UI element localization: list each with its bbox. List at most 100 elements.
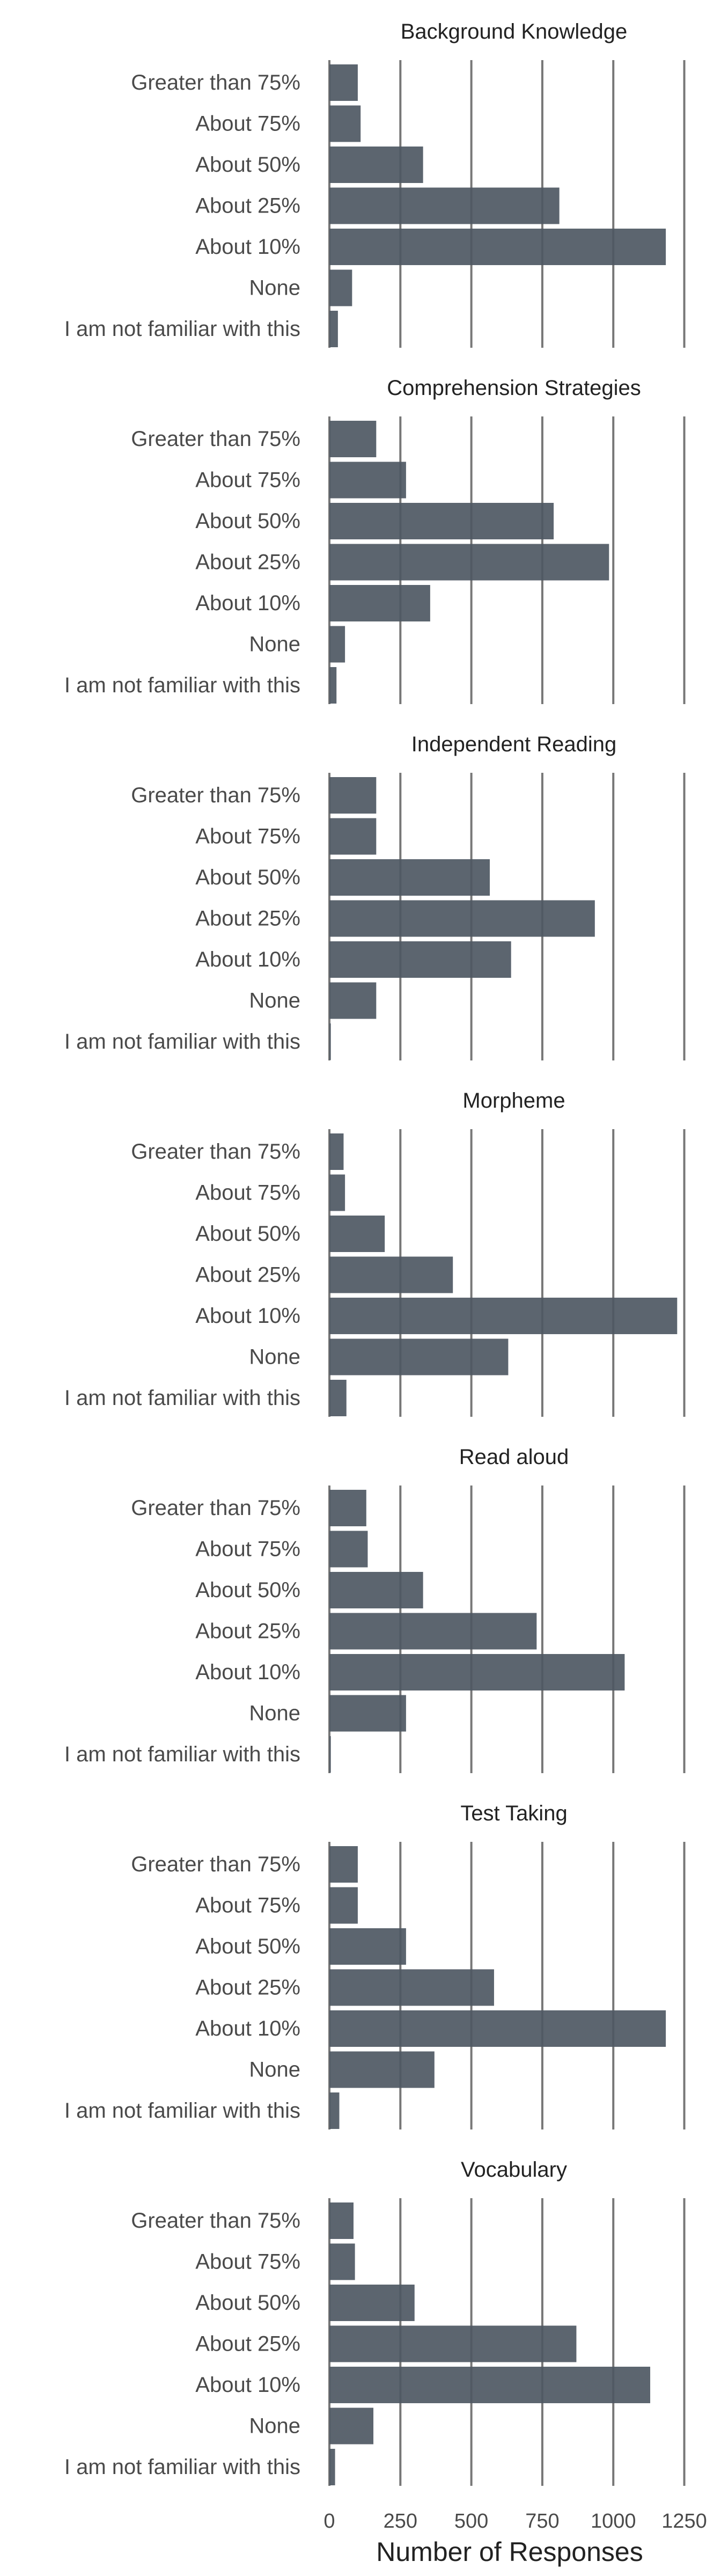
- panel: Comprehension Strategies Greater than 75%…: [64, 376, 686, 704]
- bar: [329, 626, 345, 663]
- bar: [329, 818, 377, 855]
- category-label: About 25%: [195, 2332, 300, 2356]
- category-label: About 10%: [195, 235, 300, 259]
- category-label: About 10%: [195, 591, 300, 615]
- bar: [329, 2243, 355, 2280]
- bar: [329, 2285, 415, 2321]
- bar: [329, 229, 666, 265]
- bar: [329, 2010, 666, 2047]
- bar: [329, 1490, 366, 1526]
- category-label: None: [249, 2058, 300, 2082]
- x-tick-label: 250: [384, 2510, 417, 2533]
- x-tick-label: 1000: [591, 2510, 636, 2533]
- category-label: About 50%: [195, 509, 300, 533]
- bar: [329, 544, 609, 581]
- bar: [329, 1928, 406, 1965]
- panel: Independent Reading Greater than 75% About…: [64, 733, 686, 1060]
- category-label: About 25%: [195, 907, 300, 931]
- bar: [329, 105, 361, 142]
- category-label: About 75%: [195, 469, 300, 492]
- category-label: About 10%: [195, 948, 300, 971]
- category-label: About 10%: [195, 1660, 300, 1684]
- category-label: Greater than 75%: [131, 1140, 300, 1163]
- category-label: None: [249, 989, 300, 1013]
- category-label: None: [249, 1702, 300, 1725]
- bar: [329, 1023, 331, 1060]
- category-label: I am not familiar with this: [64, 1386, 300, 1410]
- bar: [329, 1736, 331, 1773]
- bar: [329, 2092, 340, 2129]
- bar: [329, 1613, 537, 1650]
- panel-title: Morpheme: [462, 1089, 565, 1113]
- category-label: None: [249, 1345, 300, 1369]
- bar: [329, 2202, 354, 2239]
- category-label: Greater than 75%: [131, 1496, 300, 1520]
- bar: [329, 982, 377, 1019]
- category-label: About 10%: [195, 2017, 300, 2040]
- bar: [329, 64, 358, 101]
- category-label: About 50%: [195, 1578, 300, 1602]
- bar: [329, 859, 490, 896]
- category-label: Greater than 75%: [131, 1853, 300, 1876]
- bar: [329, 1887, 358, 1924]
- category-label: About 25%: [195, 1620, 300, 1643]
- category-label: I am not familiar with this: [64, 1030, 300, 1053]
- category-label: None: [249, 2414, 300, 2438]
- category-label: About 75%: [195, 1181, 300, 1205]
- category-label: None: [249, 633, 300, 656]
- bar: [329, 1216, 385, 1252]
- bar: [329, 2407, 374, 2445]
- category-label: I am not familiar with this: [64, 317, 300, 341]
- bar: [329, 1572, 423, 1608]
- bar: [329, 1338, 509, 1375]
- bar: [329, 2367, 651, 2403]
- category-label: About 50%: [195, 1222, 300, 1246]
- bar: [329, 1256, 453, 1293]
- category-label: About 25%: [195, 194, 300, 218]
- x-tick-label: 750: [525, 2510, 559, 2533]
- bar: [329, 1695, 406, 1732]
- category-label: About 75%: [195, 1538, 300, 1561]
- category-label: I am not familiar with this: [64, 1743, 300, 1766]
- category-label: Greater than 75%: [131, 784, 300, 807]
- bar: [329, 1969, 494, 2006]
- category-label: About 50%: [195, 2291, 300, 2315]
- category-label: None: [249, 276, 300, 300]
- panel-title: Read aloud: [459, 1445, 569, 1469]
- bar: [329, 147, 423, 183]
- x-tick-label: 1250: [661, 2510, 707, 2533]
- panel: Morpheme Greater than 75% About 75% About 5…: [64, 1089, 686, 1417]
- category-label: About 25%: [195, 1263, 300, 1287]
- category-label: I am not familiar with this: [64, 2455, 300, 2479]
- x-tick-label: 500: [454, 2510, 488, 2533]
- panel-title: Independent Reading: [411, 733, 617, 756]
- bar: [329, 421, 377, 457]
- bar: [329, 667, 337, 704]
- panel-title: Test Taking: [460, 1802, 567, 1825]
- category-label: Greater than 75%: [131, 71, 300, 94]
- panel: Test Taking Greater than 75% About 75% Abou…: [64, 1802, 686, 2129]
- bar: [329, 1846, 358, 1883]
- bar: [329, 2325, 577, 2362]
- category-label: About 50%: [195, 866, 300, 889]
- category-label: Greater than 75%: [131, 2209, 300, 2233]
- bar: [329, 1380, 347, 1416]
- category-label: About 10%: [195, 1304, 300, 1328]
- category-label: About 50%: [195, 153, 300, 177]
- bar: [329, 269, 352, 306]
- bar: [329, 503, 554, 539]
- category-label: About 25%: [195, 1976, 300, 2000]
- bar: [329, 2051, 435, 2088]
- x-axis: 0 250 500 750 1000 1250: [323, 2510, 707, 2533]
- chart-panels: Background Knowledge Greater than 75% Abou…: [64, 20, 686, 2486]
- category-label: About 75%: [195, 825, 300, 848]
- category-label: About 75%: [195, 2250, 300, 2274]
- panel: Background Knowledge Greater than 75% Abou…: [64, 20, 686, 348]
- bar: [329, 1133, 344, 1170]
- category-label: I am not familiar with this: [64, 674, 300, 697]
- bar: [329, 941, 511, 978]
- bar: [329, 187, 560, 224]
- bar: [329, 311, 338, 347]
- panel-title: Background Knowledge: [401, 20, 628, 43]
